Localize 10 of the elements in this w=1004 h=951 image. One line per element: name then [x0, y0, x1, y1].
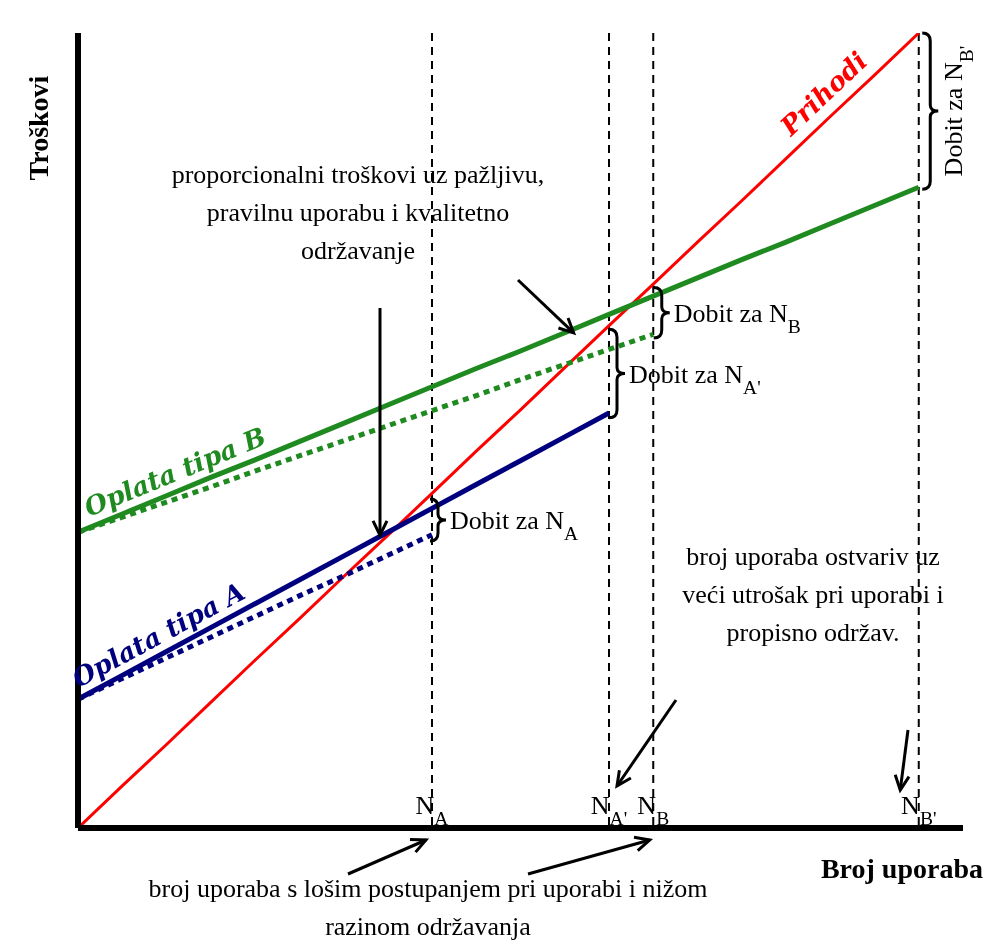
- annotation: Dobit za N$_{A}$: [450, 506, 579, 544]
- y-axis-title: Troškovi: [23, 75, 54, 181]
- x-tick-label: N$_{B'}$: [901, 791, 937, 829]
- annotation: Dobit za N$_{B}$: [673, 298, 801, 337]
- x-tick-label: N$_{A'}$: [590, 791, 628, 829]
- text: broj uporaba s lošim postupanjem pri uporabi i nižom razinom održavanja: [147, 873, 709, 943]
- x-tick-label: N$_{B}$: [637, 791, 670, 829]
- x-axis-title: Broj uporaba: [820, 853, 983, 884]
- annotation: Dobit za N$_{A'}$: [629, 359, 761, 398]
- x-tick-label: N$_{A}$: [415, 791, 449, 829]
